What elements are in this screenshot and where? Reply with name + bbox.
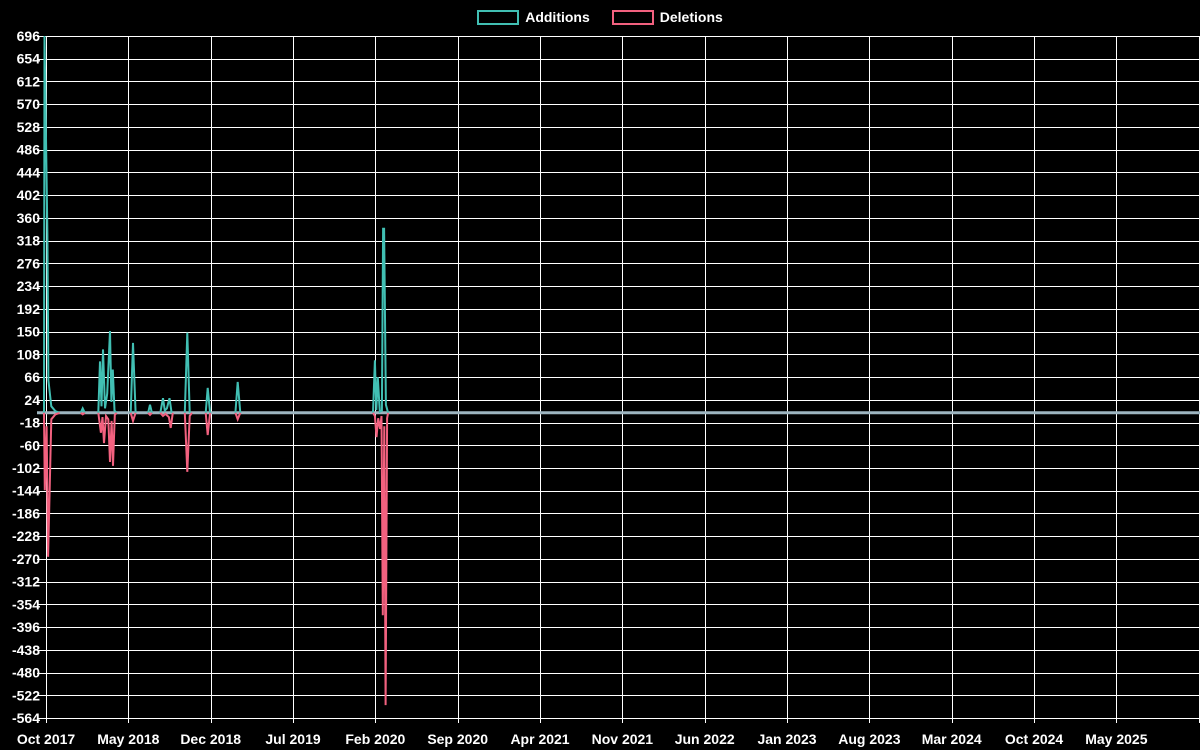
y-tick-label: 150	[17, 324, 41, 340]
x-tick-label: Nov 2021	[592, 731, 654, 747]
additions-line	[183, 332, 191, 413]
x-tick-label: Jan 2023	[757, 731, 816, 747]
x-tick-label: Oct 2024	[1005, 731, 1064, 747]
y-tick-label: 444	[17, 164, 41, 180]
y-tick-label: 402	[17, 187, 41, 203]
legend-item-additions[interactable]: Additions	[477, 8, 590, 26]
y-tick-label: -144	[12, 483, 40, 499]
y-tick-label: -396	[12, 619, 40, 635]
y-tick-label: -480	[12, 665, 40, 681]
additions-line	[43, 35, 60, 414]
y-tick-label: -186	[12, 505, 40, 521]
additions-legend-label: Additions	[525, 9, 590, 25]
y-tick-label: 486	[17, 142, 41, 158]
y-tick-label: 360	[17, 210, 41, 226]
additions-line	[372, 227, 390, 414]
y-tick-label: 612	[17, 73, 41, 89]
deletions-line	[234, 412, 242, 423]
deletions-line	[97, 412, 118, 466]
x-tick-label: Dec 2018	[180, 731, 241, 747]
x-tick-label: Mar 2024	[922, 731, 982, 747]
deletions-line	[129, 412, 137, 425]
additions-line	[159, 397, 173, 413]
chart-legend: Additions Deletions	[0, 8, 1200, 26]
x-tick-label: Aug 2023	[838, 731, 900, 747]
deletions-line	[159, 412, 174, 429]
x-tick-label: Sep 2020	[427, 731, 488, 747]
deletions-swatch-icon	[611, 9, 654, 25]
y-tick-label: -564	[12, 710, 40, 726]
x-tick-label: Feb 2020	[345, 731, 405, 747]
additions-line	[79, 406, 86, 414]
y-tick-label: -438	[12, 642, 40, 658]
y-tick-label: 318	[17, 233, 41, 249]
y-tick-label: 276	[17, 255, 41, 271]
y-tick-label: 696	[17, 28, 41, 44]
y-tick-label: -60	[20, 437, 40, 453]
deletions-legend-label: Deletions	[659, 9, 723, 25]
deletions-line	[372, 412, 390, 706]
x-tick-label: Jul 2019	[265, 731, 320, 747]
x-tick-label: Apr 2021	[510, 731, 569, 747]
deletions-line	[204, 412, 212, 436]
y-tick-label: -354	[12, 596, 40, 612]
y-tick-label: -270	[12, 551, 40, 567]
additions-swatch-icon	[477, 9, 520, 25]
x-tick-label: Oct 2017	[17, 731, 76, 747]
y-tick-label: 192	[17, 301, 41, 317]
additions-line	[129, 342, 137, 413]
y-tick-label: 108	[17, 346, 41, 362]
deletions-line	[183, 412, 193, 472]
y-tick-label: 654	[17, 51, 41, 67]
y-tick-label: -312	[12, 574, 40, 590]
y-tick-label: -522	[12, 687, 40, 703]
deletions-line	[43, 411, 60, 557]
y-tick-label: 24	[24, 392, 40, 408]
y-tick-label: 66	[24, 369, 40, 385]
y-tick-label: -228	[12, 528, 40, 544]
deletions-line	[147, 412, 153, 417]
y-tick-label: -102	[12, 460, 40, 476]
additions-line	[147, 404, 153, 414]
additions-line	[97, 330, 118, 414]
x-tick-label: Jun 2022	[675, 731, 735, 747]
deletions-line	[80, 412, 86, 416]
additions-line	[234, 381, 242, 413]
x-tick-label: May 2025	[1085, 731, 1147, 747]
legend-item-deletions[interactable]: Deletions	[611, 8, 723, 26]
y-tick-label: -18	[20, 415, 40, 431]
x-tick-label: May 2018	[97, 731, 159, 747]
y-tick-label: 528	[17, 119, 41, 135]
y-tick-label: 570	[17, 96, 41, 112]
additions-line	[204, 387, 212, 413]
y-tick-label: 234	[17, 278, 41, 294]
